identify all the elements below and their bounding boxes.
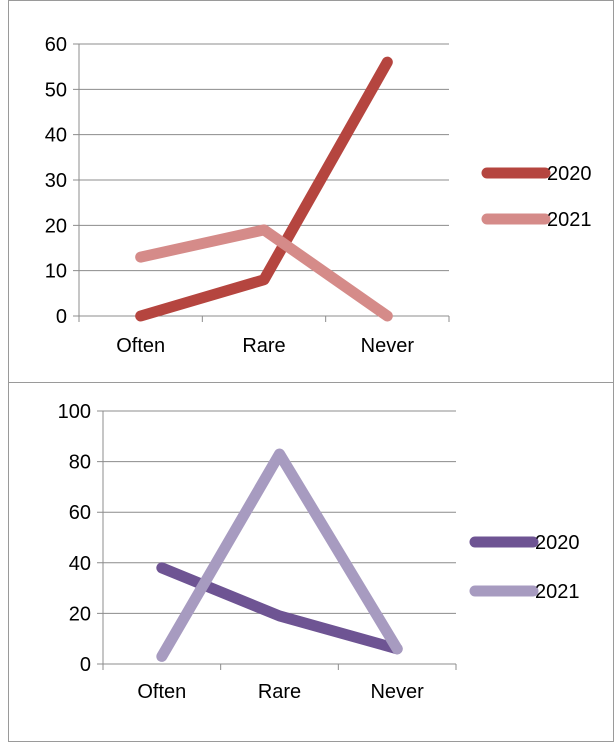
y-tick-label: 0: [80, 654, 91, 676]
y-tick-label: 60: [69, 502, 91, 524]
x-tick-label-rare: Rare: [258, 681, 301, 703]
series-line-2021: [162, 454, 397, 656]
y-tick-label: 20: [45, 215, 67, 237]
x-tick-label-never: Never: [361, 335, 415, 357]
y-tick-label: 100: [58, 401, 91, 423]
x-tick-label-never: Never: [370, 681, 424, 703]
legend-label-2020: 2020: [547, 163, 592, 185]
y-tick-label: 80: [69, 452, 91, 474]
x-tick-label-rare: Rare: [242, 335, 285, 357]
line-chart-top: 0 10 20 30 40 50 60 Often Rare Never 2020 2021: [9, 1, 614, 384]
y-tick-label: 40: [69, 553, 91, 575]
x-tick-label-often: Often: [137, 681, 186, 703]
y-tick-label: 40: [45, 125, 67, 147]
y-tick-label: 30: [45, 170, 67, 192]
x-tick-label-often: Often: [116, 335, 165, 357]
y-tick-label: 20: [69, 603, 91, 625]
y-tick-label: 60: [45, 34, 67, 56]
legend-label-2020: 2020: [535, 532, 580, 554]
y-tick-label: 0: [56, 306, 67, 328]
series-line-2020: [141, 62, 388, 316]
legend-label-2021: 2021: [535, 581, 580, 603]
y-tick-label: 10: [45, 261, 67, 283]
y-tick-label: 50: [45, 79, 67, 101]
chart-panel-bottom: 0 20 40 60 80 100 Often Rare Never 2020 2021: [8, 382, 614, 742]
legend-label-2021: 2021: [547, 209, 592, 231]
chart-panel-top: 0 10 20 30 40 50 60 Often Rare Never 2020 2021: [8, 0, 614, 383]
line-chart-bottom: 0 20 40 60 80 100 Often Rare Never 2020 2021: [9, 383, 614, 743]
